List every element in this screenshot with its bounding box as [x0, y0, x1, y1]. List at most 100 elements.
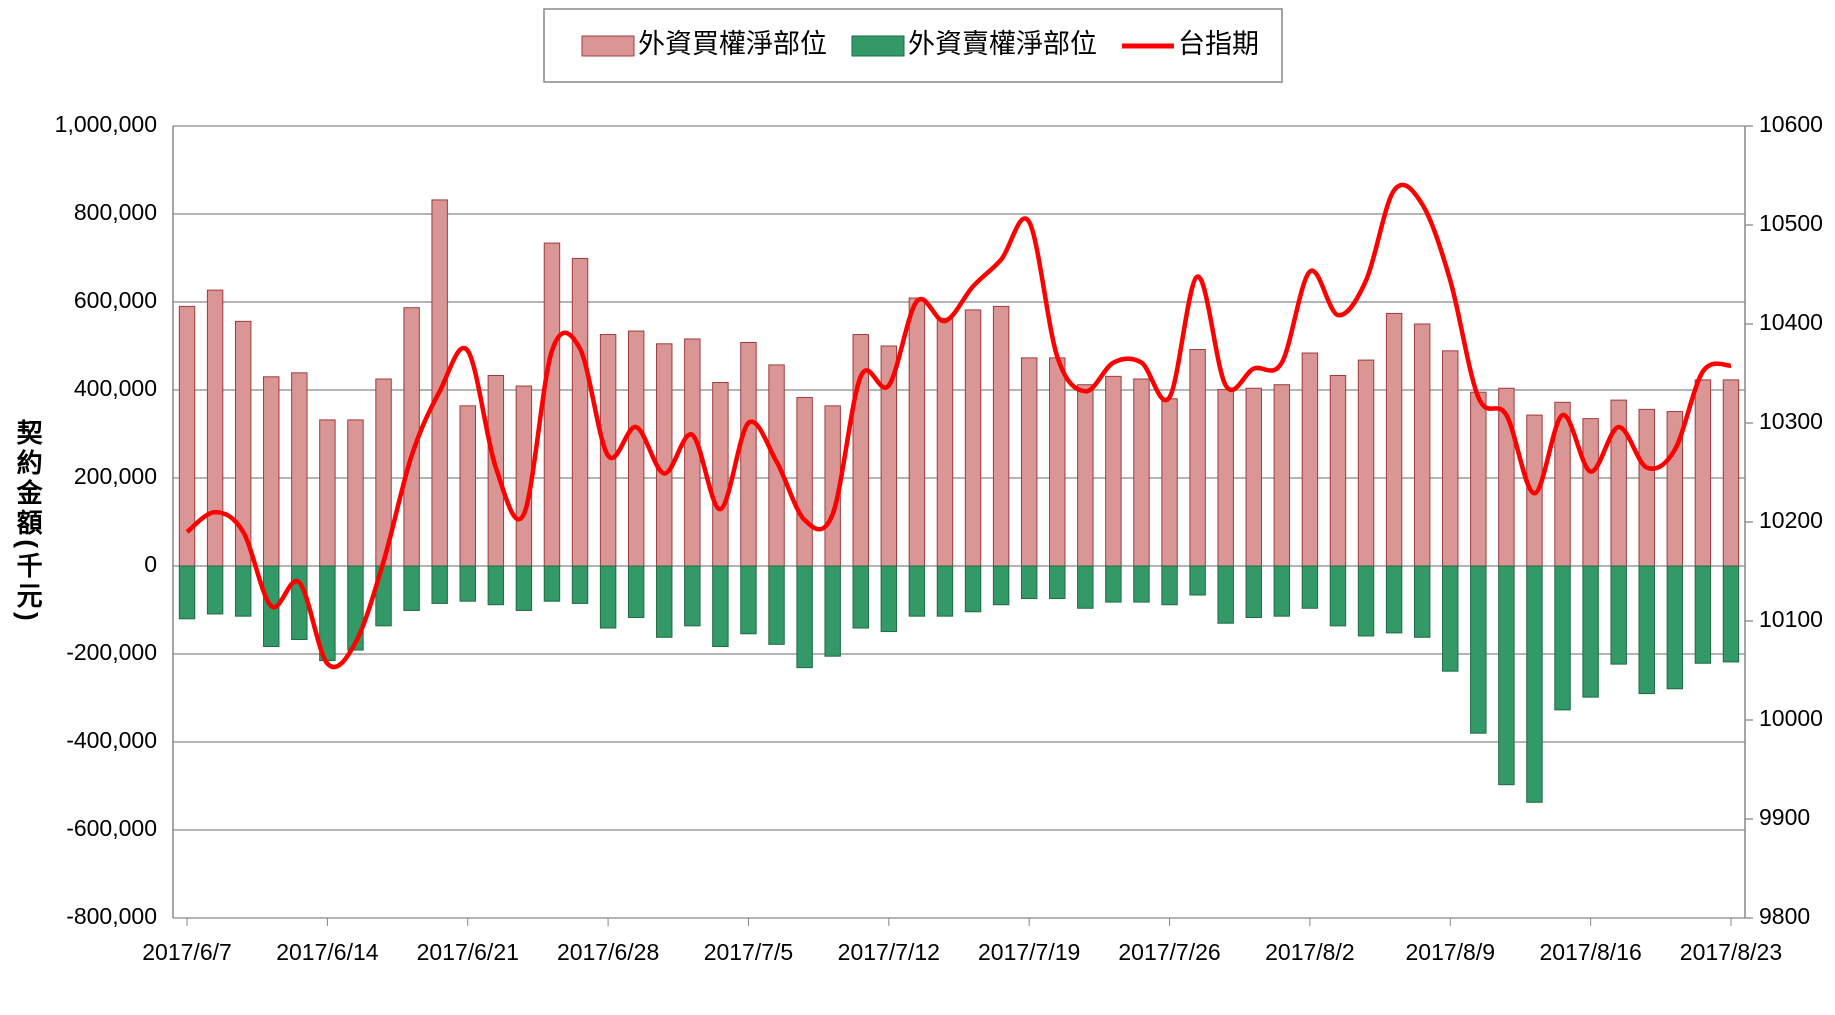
x-tick-label: 2017/6/7	[142, 939, 232, 965]
y-tick-label: 0	[144, 551, 157, 577]
bar	[824, 565, 841, 657]
bar	[627, 565, 645, 618]
bar	[796, 565, 813, 669]
bar	[1357, 359, 1375, 567]
bar	[684, 338, 701, 567]
y2-tick-label: 9900	[1759, 804, 1810, 830]
bar	[1357, 565, 1375, 637]
y2-tick-label: 10100	[1759, 606, 1823, 632]
bar	[206, 565, 224, 615]
bar	[936, 565, 954, 617]
bar	[740, 341, 757, 567]
bar	[515, 565, 533, 611]
y2-tick-label: 10200	[1759, 507, 1823, 533]
bar	[627, 330, 645, 567]
bar	[880, 565, 898, 633]
bar	[908, 297, 926, 567]
bar	[487, 565, 505, 606]
bar	[768, 565, 785, 645]
y2-tick-label: 10000	[1759, 705, 1823, 731]
bar	[1077, 384, 1094, 567]
y-tick-label: 600,000	[74, 287, 157, 313]
bar	[543, 242, 561, 567]
bar	[1442, 565, 1459, 672]
bar	[206, 289, 224, 567]
bar	[1526, 565, 1543, 803]
bar	[1329, 374, 1347, 567]
x-tick-label: 2017/8/2	[1265, 939, 1355, 965]
bar	[1105, 565, 1122, 603]
bar	[1666, 565, 1684, 690]
bar	[431, 565, 448, 604]
y-tick-label: 800,000	[74, 199, 157, 225]
y-tick-label: 200,000	[74, 463, 157, 489]
bar	[1722, 379, 1740, 567]
bar	[1610, 565, 1627, 665]
bar	[1554, 565, 1571, 711]
bar	[1273, 384, 1291, 567]
bar	[291, 565, 308, 640]
bar	[403, 565, 420, 611]
bar	[234, 565, 252, 617]
x-tick-label: 2017/7/19	[978, 939, 1080, 965]
bar	[1470, 565, 1487, 734]
bar	[1020, 357, 1038, 567]
legend-label: 外資賣權淨部位	[908, 29, 1097, 59]
bar	[1385, 565, 1403, 634]
bar	[992, 305, 1010, 567]
line	[185, 182, 1732, 670]
bar	[1217, 565, 1234, 624]
bar	[992, 565, 1010, 606]
y-tick-label: 400,000	[74, 375, 157, 401]
bar	[263, 376, 280, 567]
bar	[1189, 349, 1206, 567]
bar	[656, 565, 673, 638]
bar	[459, 405, 476, 567]
y-tick-label: -200,000	[66, 639, 157, 665]
y2-tick-label: 10500	[1759, 210, 1823, 236]
bar	[515, 385, 533, 567]
bar	[1049, 357, 1066, 567]
bar	[1133, 378, 1150, 567]
bar	[964, 565, 982, 613]
bar	[852, 565, 869, 629]
y-tick-label: -800,000	[66, 903, 157, 929]
x-tick-label: 2017/8/9	[1405, 939, 1495, 965]
bar	[1273, 565, 1291, 617]
bar	[1638, 408, 1655, 567]
bar	[1161, 398, 1178, 567]
bar	[1582, 418, 1599, 567]
bar	[291, 372, 308, 567]
bar	[712, 565, 729, 648]
bar	[1329, 565, 1347, 627]
bar	[1245, 387, 1262, 567]
x-tick-label: 2017/7/5	[704, 939, 794, 965]
bar	[599, 565, 617, 629]
bar	[1694, 565, 1712, 664]
bar	[1582, 565, 1599, 698]
bar	[347, 419, 364, 567]
bar	[1077, 565, 1094, 609]
bar	[712, 382, 729, 567]
bar	[1722, 565, 1740, 663]
bar	[1217, 389, 1234, 567]
bar	[656, 343, 673, 567]
bar	[1105, 375, 1122, 567]
x-tick-label: 2017/8/16	[1539, 939, 1641, 965]
legend-swatch	[581, 35, 635, 57]
bar	[1189, 565, 1206, 596]
bar	[319, 419, 336, 567]
y-tick-label: -600,000	[66, 815, 157, 841]
x-tick-label: 2017/7/26	[1118, 939, 1220, 965]
bar	[796, 396, 813, 567]
bar	[740, 565, 757, 635]
legend-label: 外資買權淨部位	[638, 29, 827, 59]
x-tick-label: 2017/6/21	[417, 939, 519, 965]
x-tick-label: 2017/6/14	[276, 939, 379, 965]
bar	[1161, 565, 1178, 606]
y-tick-label: -400,000	[66, 727, 157, 753]
y-axis-title: 契約金額(千元)	[13, 419, 43, 624]
x-tick-label: 2017/7/12	[838, 939, 940, 965]
bar	[1470, 391, 1487, 567]
y2-tick-label: 10300	[1759, 408, 1823, 434]
